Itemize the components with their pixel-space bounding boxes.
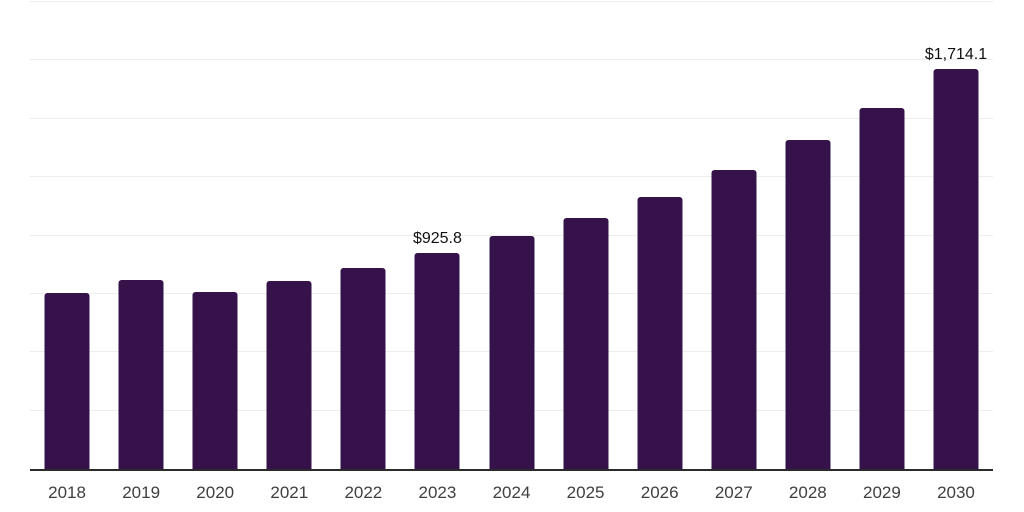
bar-2030 <box>933 68 979 469</box>
bar-slot-2025 <box>549 0 623 469</box>
bar-slot-2028 <box>771 0 845 469</box>
bar-series: $925.8 $1,714.1 <box>30 0 993 469</box>
x-tick-label-2019: 2019 <box>122 483 161 502</box>
bar-slot-2021 <box>252 0 326 469</box>
data-label-2023: $925.8 <box>412 229 462 247</box>
bar-2020 <box>192 291 238 469</box>
gridline-1750 <box>30 59 993 61</box>
bar-slot-2023: $925.8 <box>400 0 474 469</box>
gridline-1250 <box>30 176 993 178</box>
bar-slot-2026 <box>623 0 697 469</box>
x-tick-label-2025: 2025 <box>566 483 605 502</box>
x-tick-label-2029: 2029 <box>862 483 901 502</box>
x-tick-label-2018: 2018 <box>48 483 86 502</box>
x-tick-label-2027: 2027 <box>714 483 753 502</box>
x-tick-label-2030: 2030 <box>937 483 975 502</box>
bar-2023 <box>414 252 460 469</box>
bar-2026 <box>637 196 683 469</box>
bar-2021 <box>266 280 312 469</box>
x-tick-label-2021: 2021 <box>270 483 309 502</box>
bar-slot-2020 <box>178 0 252 469</box>
bar-2025 <box>563 217 609 469</box>
x-axis-labels: 2018 2019 2020 2021 2022 2023 2024 2025 2026 2027… <box>30 471 993 503</box>
gridline-2000 <box>30 1 993 2</box>
bar-slot-2019 <box>104 0 178 469</box>
bar-2019 <box>118 279 164 469</box>
bar-2027 <box>711 170 757 469</box>
data-label-2030: $1,714.1 <box>924 45 988 63</box>
bar-slot-2030: $1,714.1 <box>919 0 993 469</box>
x-axis-line <box>30 469 993 471</box>
x-tick-label-2022: 2022 <box>344 483 383 502</box>
gridline-1000 <box>30 234 993 236</box>
bar-2029 <box>859 108 905 469</box>
x-tick-label-2023: 2023 <box>418 483 457 502</box>
bar-2018 <box>44 292 90 469</box>
bar-slot-2029 <box>845 0 919 469</box>
bar-slot-2018 <box>30 0 104 469</box>
x-tick-label-2024: 2024 <box>492 483 531 502</box>
bar-2024 <box>489 236 534 469</box>
bar-2022 <box>340 267 386 469</box>
x-tick-label-2026: 2026 <box>640 483 679 502</box>
x-tick-label-2020: 2020 <box>196 483 235 502</box>
gridline-1500 <box>30 117 993 119</box>
bar-2028 <box>785 140 831 469</box>
x-tick-label-2028: 2028 <box>788 483 827 502</box>
bar-slot-2027 <box>697 0 771 469</box>
plot-area: $925.8 $1,714.1 <box>30 0 993 469</box>
bar-slot-2024 <box>474 0 548 469</box>
bar-slot-2022 <box>326 0 400 469</box>
